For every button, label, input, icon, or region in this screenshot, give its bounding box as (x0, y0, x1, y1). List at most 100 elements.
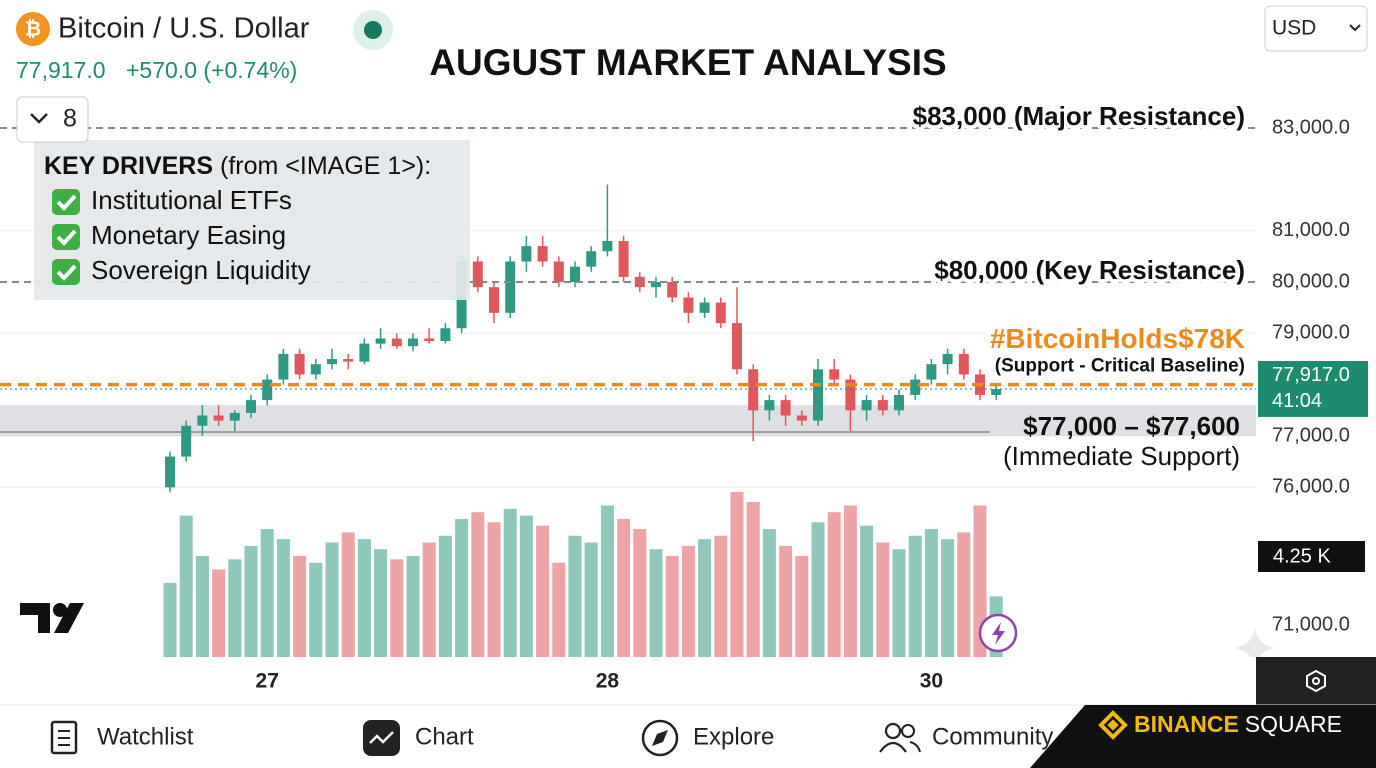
y-tick-label: 83,000.0 (1272, 116, 1350, 138)
candle-body (570, 266, 580, 283)
volume-bar (681, 545, 695, 657)
volume-bar (438, 535, 452, 657)
volume-bar (811, 522, 825, 657)
coin-icon (16, 12, 50, 46)
volume-bar (309, 562, 323, 657)
indicator-count: 8 (63, 105, 77, 133)
volume-bar (293, 555, 307, 657)
currency-select[interactable] (1264, 5, 1368, 52)
support-note: (Immediate Support) (1003, 441, 1240, 471)
currency: USD (1272, 17, 1316, 40)
y-tick-label: 80,000.0 (1272, 270, 1350, 292)
nav-item[interactable]: Community (932, 723, 1053, 750)
y-tick-label: 81,000.0 (1272, 219, 1350, 241)
candle-body (780, 400, 791, 416)
candle-body (618, 240, 629, 277)
volume-bar (957, 532, 971, 657)
candle-body (375, 338, 386, 344)
highlight-note: (Support - Critical Baseline) (995, 356, 1245, 377)
volume-bar (503, 508, 517, 657)
settings-bar (1256, 657, 1376, 705)
candle-body (262, 379, 273, 401)
volume-ma-label: 4.25 K (1273, 545, 1331, 567)
check-icon (52, 189, 80, 215)
price-change: +570.0 (+0.74%) (126, 57, 297, 83)
volume-bar (795, 555, 809, 657)
key-drivers: KEY DRIVERS (from <IMAGE 1>): Institution… (34, 140, 470, 300)
candle-body (246, 400, 256, 413)
candle-body (359, 343, 370, 362)
candle-body (327, 359, 337, 365)
time-axis: 27 28 30 (256, 670, 944, 693)
check-icon (52, 224, 80, 250)
brand: BINANCE SQUARE (1134, 711, 1342, 737)
volume-pane (163, 492, 1003, 657)
volume-bar (779, 545, 793, 657)
x-tick-label: 30 (920, 670, 943, 693)
volume-bar (762, 529, 776, 657)
settings-icon[interactable] (1306, 669, 1326, 693)
candle-body (489, 287, 499, 313)
volume-bar (422, 542, 436, 657)
flash-icon (992, 622, 1005, 645)
candle-body (343, 359, 354, 362)
candle-body (651, 282, 661, 288)
symbol-name[interactable]: Bitcoin / U.S. Dollar (58, 13, 310, 45)
candle-body (213, 415, 224, 421)
volume-bar (325, 542, 339, 657)
candle-body (408, 338, 418, 347)
candle-body (877, 400, 888, 411)
chart-title: AUGUST MARKET ANALYSIS (429, 42, 946, 83)
x-tick-label: 27 (256, 670, 279, 693)
support-band (0, 405, 1256, 437)
brand-suffix: SQUARE (1245, 711, 1342, 737)
key-drivers-title: KEY DRIVERS (44, 152, 213, 180)
nav-item[interactable]: Explore (693, 723, 774, 750)
volume-bar (698, 539, 712, 657)
volume-bar (827, 512, 841, 657)
candle-body (894, 394, 904, 411)
support-zone (0, 405, 1256, 437)
last-price-label: 77,917.0 (1272, 364, 1350, 386)
check-icon (52, 259, 80, 285)
volume-bar (973, 505, 987, 657)
volume-bar (471, 512, 485, 657)
candle-body (732, 323, 742, 370)
volume-bar (584, 542, 598, 657)
volume-bar (357, 539, 371, 657)
candle-body (942, 353, 953, 365)
y-tick-label: 77,000.0 (1272, 424, 1350, 446)
volume-bar (228, 559, 242, 657)
volume-bar (633, 529, 647, 657)
highlight-label: #BitcoinHolds$78K (990, 323, 1245, 354)
volume-bar (179, 515, 193, 657)
nav-item[interactable]: Watchlist (97, 723, 194, 750)
candle-body (910, 379, 921, 395)
volume-bar (390, 559, 404, 657)
candle-body (521, 246, 532, 262)
volume-bar (892, 549, 906, 657)
candle-body (667, 282, 678, 298)
market-status-dot (364, 21, 382, 39)
candle-body (586, 251, 597, 267)
volume-bar (876, 542, 890, 657)
brand-name: BINANCE (1134, 711, 1239, 737)
volume-bar (941, 539, 955, 657)
candle-body (764, 400, 775, 411)
volume-bar (455, 518, 469, 657)
candle-body (505, 261, 516, 313)
key-drivers-heading: KEY DRIVERS (from <IMAGE 1>): (44, 152, 431, 180)
chevron (1349, 24, 1361, 32)
y-tick-label: 79,000.0 (1272, 322, 1350, 344)
candle-body (845, 379, 856, 411)
volume-bar (276, 539, 290, 657)
chart-icon (363, 720, 400, 756)
nav-item[interactable]: Chart (415, 723, 474, 750)
candle-body (424, 338, 435, 342)
candle-body (294, 353, 305, 375)
sparkle (1235, 628, 1275, 668)
candle-body (991, 388, 1002, 395)
indicator-toggle[interactable] (16, 96, 89, 143)
candle-body (715, 302, 726, 324)
